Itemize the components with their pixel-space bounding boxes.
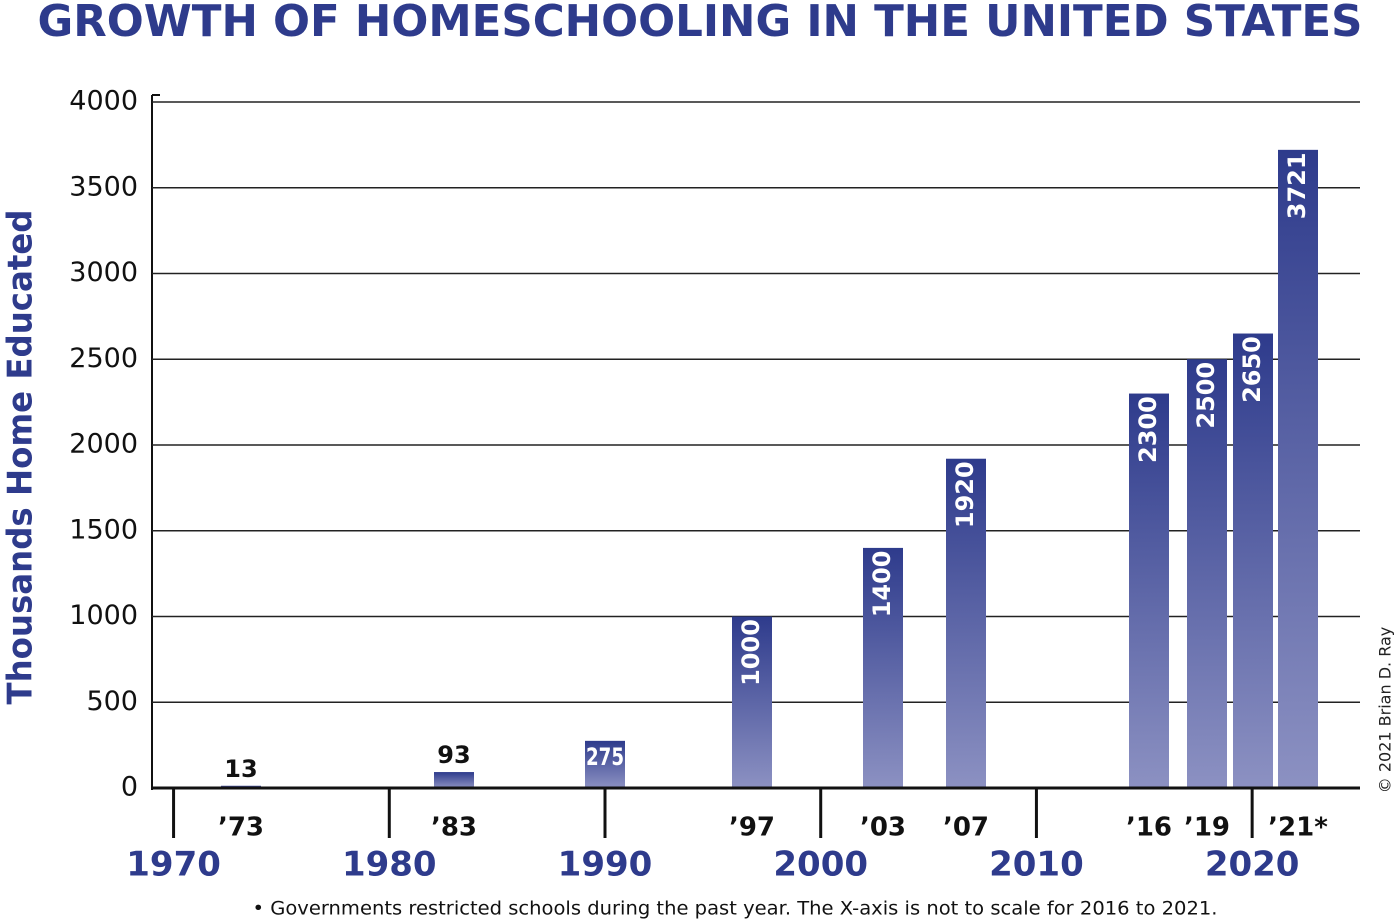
x-tick-label: 1990 (558, 845, 653, 885)
bar (1129, 393, 1169, 788)
value-label: 1000 (737, 619, 765, 686)
bar (863, 547, 903, 788)
bar (1233, 333, 1273, 788)
y-tick-label: 1500 (69, 514, 138, 545)
footnote: • Governments restricted schools during … (253, 898, 1218, 920)
value-label: 2650 (1238, 336, 1266, 403)
bar (732, 616, 772, 788)
category-label: ’03 (860, 813, 906, 843)
value-label: 1920 (951, 461, 979, 528)
category-label: ’83 (431, 813, 477, 843)
bar (434, 772, 474, 788)
x-tick-label: 2000 (773, 845, 868, 885)
value-label: 1400 (868, 551, 896, 618)
category-label: ’19 (1184, 813, 1230, 843)
y-axis-label: Thousands Home Educated (1, 210, 41, 705)
value-label: 2300 (1134, 396, 1162, 463)
value-label: 13 (224, 755, 257, 783)
x-tick-label: 2010 (989, 845, 1084, 885)
bar (946, 458, 986, 788)
category-label: ’16 (1126, 813, 1172, 843)
y-tick-label: 2000 (69, 429, 138, 460)
credit: © 2021 Brian D. Ray (1376, 627, 1395, 793)
y-tick-label: 3000 (69, 257, 138, 288)
y-tick-label: 3500 (69, 171, 138, 202)
category-label: ’07 (943, 813, 989, 843)
x-tick-label: 2020 (1205, 845, 1300, 885)
value-label: 2500 (1192, 362, 1220, 429)
y-tick-label: 4000 (69, 86, 138, 117)
value-label: 275 (586, 743, 624, 771)
category-label: ’21* (1268, 813, 1328, 843)
y-tick-label: 1000 (69, 600, 138, 631)
y-tick-label: 2500 (69, 343, 138, 374)
value-label: 3721 (1283, 152, 1311, 219)
category-label: ’97 (729, 813, 775, 843)
bar (585, 740, 625, 788)
chart-title: GROWTH OF HOMESCHOOLING IN THE UNITED ST… (38, 0, 1363, 47)
x-tick-label: 1970 (126, 845, 221, 885)
x-tick-label: 1980 (342, 845, 437, 885)
y-tick-label: 500 (86, 686, 138, 717)
y-tick-label: 0 (121, 772, 138, 803)
bar (1278, 149, 1318, 788)
category-label: ’73 (218, 813, 264, 843)
value-label: 93 (437, 741, 470, 769)
bar (1187, 359, 1227, 788)
